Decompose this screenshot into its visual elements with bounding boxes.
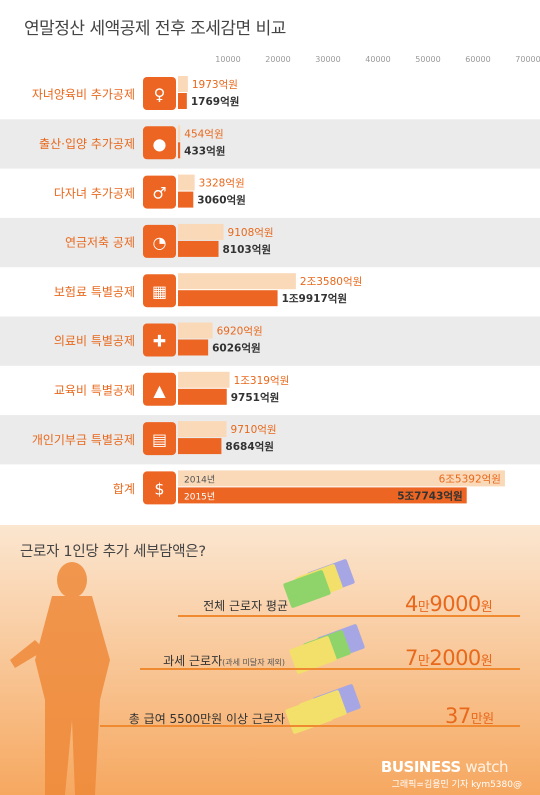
- bar-2015: [178, 290, 278, 307]
- bar-2015: [178, 191, 194, 208]
- svg-text:♀: ♀: [154, 85, 166, 104]
- family-icon: ♂: [143, 175, 176, 209]
- x-tick-label: 70000: [515, 55, 540, 64]
- data-label: 6026억원: [212, 342, 261, 355]
- burden-label-taxed: 과세 근로자(과세 미달자 제외): [163, 654, 285, 668]
- bar-2015: [178, 339, 209, 356]
- money-bag-icon: $: [143, 471, 176, 505]
- money-stack-icon: [285, 684, 361, 734]
- bar-2015: [178, 487, 467, 504]
- donation-icon: ▤: [143, 422, 176, 456]
- divider-line: [140, 668, 520, 670]
- legend-label: 2015년: [184, 491, 215, 502]
- bar-2014: [178, 470, 505, 487]
- category-label: 다자녀 추가공제: [54, 186, 135, 200]
- legend-label: 2014년: [184, 474, 215, 485]
- graphic-credit: 그래픽=김용민 기자 kym5380@: [391, 780, 522, 790]
- data-label: 454억원: [184, 128, 223, 140]
- bar-2014: [178, 223, 224, 240]
- medical-cross-icon: ✚: [143, 323, 176, 357]
- burden-value-high-income: 37만원: [445, 704, 494, 728]
- category-label: 교육비 특별공제: [54, 383, 135, 397]
- row-band: [0, 119, 540, 169]
- data-label: 1조9917억원: [282, 292, 348, 305]
- divider-line: [100, 725, 520, 727]
- category-label: 합계: [113, 482, 135, 496]
- burden-value-all: 4만9000원: [405, 592, 493, 616]
- bar-2014: [178, 174, 195, 191]
- data-label: 9108억원: [228, 227, 274, 239]
- worker-silhouette-icon: [10, 562, 110, 795]
- data-label: 9710억원: [231, 424, 277, 436]
- chart-title: 연말정산 세액공제 전후 조세감면 비교: [24, 19, 286, 39]
- burden-label-all: 전체 근로자 평균: [203, 599, 288, 613]
- x-tick-label: 50000: [415, 55, 440, 64]
- svg-text:▲: ▲: [153, 381, 166, 400]
- row-band: [0, 217, 540, 268]
- bar-2014: [178, 273, 296, 290]
- data-label: 3328억원: [199, 178, 245, 190]
- svg-text:●: ●: [153, 134, 167, 153]
- burden-value-taxed: 7만2000원: [405, 646, 493, 670]
- data-label: 5조7743억원: [397, 489, 463, 502]
- data-label: 8684억원: [225, 440, 274, 453]
- baby-icon: ●: [143, 126, 176, 160]
- bar-2015: [178, 240, 219, 257]
- category-label: 자녀양육비 추가공제: [32, 88, 135, 102]
- bar-2015: [178, 93, 187, 109]
- x-tick-label: 10000: [215, 55, 240, 64]
- bar-2014: [178, 322, 213, 339]
- data-label: 2조3580억원: [300, 276, 362, 288]
- bar-2015: [178, 388, 227, 405]
- svg-text:♂: ♂: [152, 184, 166, 203]
- children-icon: ♀: [143, 77, 176, 110]
- x-tick-label: 40000: [365, 55, 390, 64]
- divider-line: [178, 615, 520, 617]
- bar-2014: [178, 125, 181, 142]
- bar-2014: [178, 421, 227, 438]
- category-label: 연금저축 공제: [65, 236, 135, 250]
- row-band: [0, 316, 540, 366]
- brand-logo: BUSINESS watch: [380, 758, 509, 776]
- svg-text:▤: ▤: [152, 430, 167, 449]
- svg-text:◔: ◔: [153, 233, 167, 252]
- data-label: 433억원: [184, 144, 225, 157]
- svg-text:✚: ✚: [153, 332, 166, 351]
- bar-2015: [178, 438, 222, 455]
- bar-2014: [178, 371, 230, 388]
- calendar-icon: ▦: [143, 274, 176, 308]
- data-label: 1조319억원: [234, 375, 290, 387]
- data-label: 6조5392억원: [439, 473, 501, 485]
- category-label: 개인기부금 특별공제: [32, 433, 135, 447]
- x-tick-label: 20000: [265, 55, 290, 64]
- row-band: [0, 415, 540, 465]
- bar-2014: [178, 76, 188, 92]
- money-stack-icon: [283, 559, 355, 608]
- burden-label-high-income: 총 급여 5500만원 이상 근로자: [128, 712, 285, 726]
- bar-2015: [178, 142, 181, 159]
- category-label: 의료비 특별공제: [54, 334, 135, 348]
- category-label: 출산·입양 추가공제: [39, 137, 135, 151]
- graduation-cap-icon: ▲: [143, 372, 176, 406]
- x-tick-label: 30000: [315, 55, 340, 64]
- category-label: 보험료 특별공제: [54, 285, 135, 299]
- data-label: 9751억원: [231, 391, 280, 404]
- x-tick-label: 60000: [465, 55, 490, 64]
- svg-text:▦: ▦: [152, 282, 167, 301]
- data-label: 3060억원: [197, 194, 246, 207]
- money-stack-icon: [289, 624, 365, 674]
- svg-text:$: $: [154, 479, 164, 498]
- data-label: 1973억원: [192, 79, 238, 91]
- data-label: 6920억원: [217, 326, 263, 338]
- section2-title: 근로자 1인당 추가 세부담액은?: [20, 544, 206, 560]
- piggy-bank-icon: ◔: [143, 224, 176, 258]
- data-label: 8103억원: [223, 243, 272, 256]
- data-label: 1769억원: [191, 95, 240, 108]
